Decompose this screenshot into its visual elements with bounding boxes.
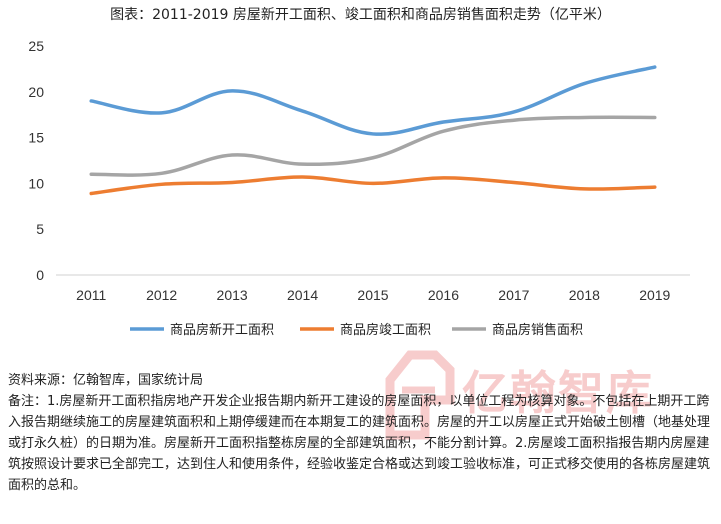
series-line-3 — [89, 115, 657, 177]
x-tick-label: 2012 — [146, 287, 177, 303]
legend-label: 商品房竣工面积 — [340, 322, 431, 338]
x-tick-label: 2016 — [428, 287, 459, 303]
y-tick-label: 10 — [28, 175, 44, 191]
legend-label: 商品房销售面积 — [492, 322, 583, 338]
x-tick-label: 2011 — [76, 287, 106, 303]
y-tick-label: 25 — [28, 38, 44, 54]
source-note: 资料来源：亿翰智库，国家统计局 — [8, 373, 204, 388]
series-lines — [89, 65, 657, 196]
chart-title: 图表：2011-2019 房屋新开工面积、竣工面积和商品房销售面积走势（亿平米） — [110, 7, 611, 23]
x-axis-ticks: 2011 2012 2013 2014 2015 2016 2017 2018 2019 — [76, 287, 670, 303]
y-axis-ticks: 0 5 10 15 20 25 — [28, 38, 44, 283]
y-tick-label: 5 — [36, 221, 44, 237]
remark-note: 备注：1.房屋新开工面积指房地产开发企业报告期内新开工建设的房屋面积，以单位工程… — [8, 394, 711, 493]
x-tick-label: 2018 — [569, 287, 600, 303]
y-tick-label: 20 — [28, 84, 44, 100]
series-line-1 — [89, 65, 657, 136]
x-tick-label: 2015 — [357, 287, 388, 303]
series-line-2 — [89, 175, 657, 196]
x-tick-label: 2019 — [639, 287, 670, 303]
legend-label: 商品房新开工面积 — [170, 322, 274, 338]
y-tick-label: 15 — [28, 130, 44, 146]
x-tick-label: 2014 — [287, 287, 318, 303]
x-tick-label: 2013 — [217, 287, 248, 303]
legend: 商品房新开工面积 商品房竣工面积 商品房销售面积 — [130, 322, 583, 338]
x-tick-label: 2017 — [498, 287, 529, 303]
y-tick-label: 0 — [36, 267, 44, 283]
notes: 资料来源：亿翰智库，国家统计局 备注：1.房屋新开工面积指房地产开发企业报告期内… — [8, 370, 714, 496]
